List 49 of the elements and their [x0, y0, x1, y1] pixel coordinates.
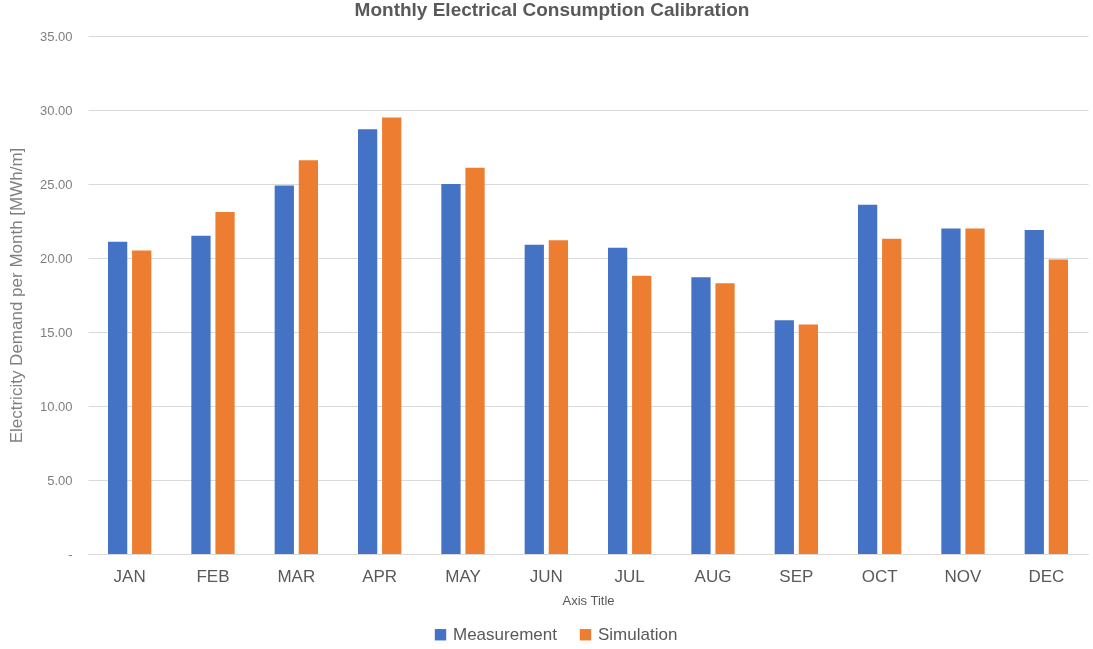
x-tick-label: NOV [944, 566, 983, 586]
x-tick-label: DEC [1028, 566, 1065, 586]
x-tick-label: AUG [694, 566, 732, 586]
y-tick-label: 30.00 [39, 102, 73, 118]
legend-label: Simulation [598, 624, 678, 644]
bar [965, 228, 985, 554]
bar [941, 228, 961, 554]
y-tick-label: 5.00 [47, 472, 73, 488]
bar [358, 129, 378, 554]
bar [108, 241, 128, 554]
legend-label: Measurement [453, 624, 558, 644]
y-tick-label: 20.00 [39, 250, 73, 266]
bar [1048, 259, 1068, 554]
y-tick-label: 25.00 [39, 176, 73, 192]
x-tick-label: MAR [277, 566, 316, 586]
x-tick-label: JAN [113, 566, 146, 586]
bar [548, 240, 568, 554]
bar [1024, 229, 1044, 554]
bar [858, 204, 878, 554]
x-tick-label: JUL [614, 566, 645, 586]
chart-title: Monthly Electrical Consumption Calibration [354, 0, 750, 20]
bar [691, 277, 711, 554]
bar [465, 167, 485, 554]
bar [132, 250, 152, 554]
x-tick-label: MAY [445, 566, 481, 586]
bar [882, 238, 902, 554]
bar [524, 244, 544, 554]
bar [191, 235, 211, 554]
x-tick-label: OCT [861, 566, 898, 586]
bar [298, 160, 318, 554]
bar [798, 324, 818, 554]
bar [274, 185, 294, 554]
bar [382, 117, 402, 554]
y-tick-label: - [68, 546, 73, 562]
y-tick-label: 15.00 [39, 324, 73, 340]
bar [441, 184, 461, 554]
x-tick-label: SEP [779, 566, 814, 586]
bar [715, 283, 735, 554]
bar [774, 320, 794, 554]
bar [215, 212, 235, 554]
y-tick-label: 35.00 [39, 28, 73, 44]
x-tick-label: JUN [529, 566, 563, 586]
x-axis-title: Axis Title [562, 592, 615, 608]
y-tick-label: 10.00 [39, 398, 73, 414]
x-tick-label: APR [362, 566, 398, 586]
x-tick-label: FEB [196, 566, 230, 586]
bar [632, 275, 652, 554]
y-axis-title: Electricity Demand per Month [MWh/m] [6, 147, 26, 444]
bar [608, 247, 628, 554]
